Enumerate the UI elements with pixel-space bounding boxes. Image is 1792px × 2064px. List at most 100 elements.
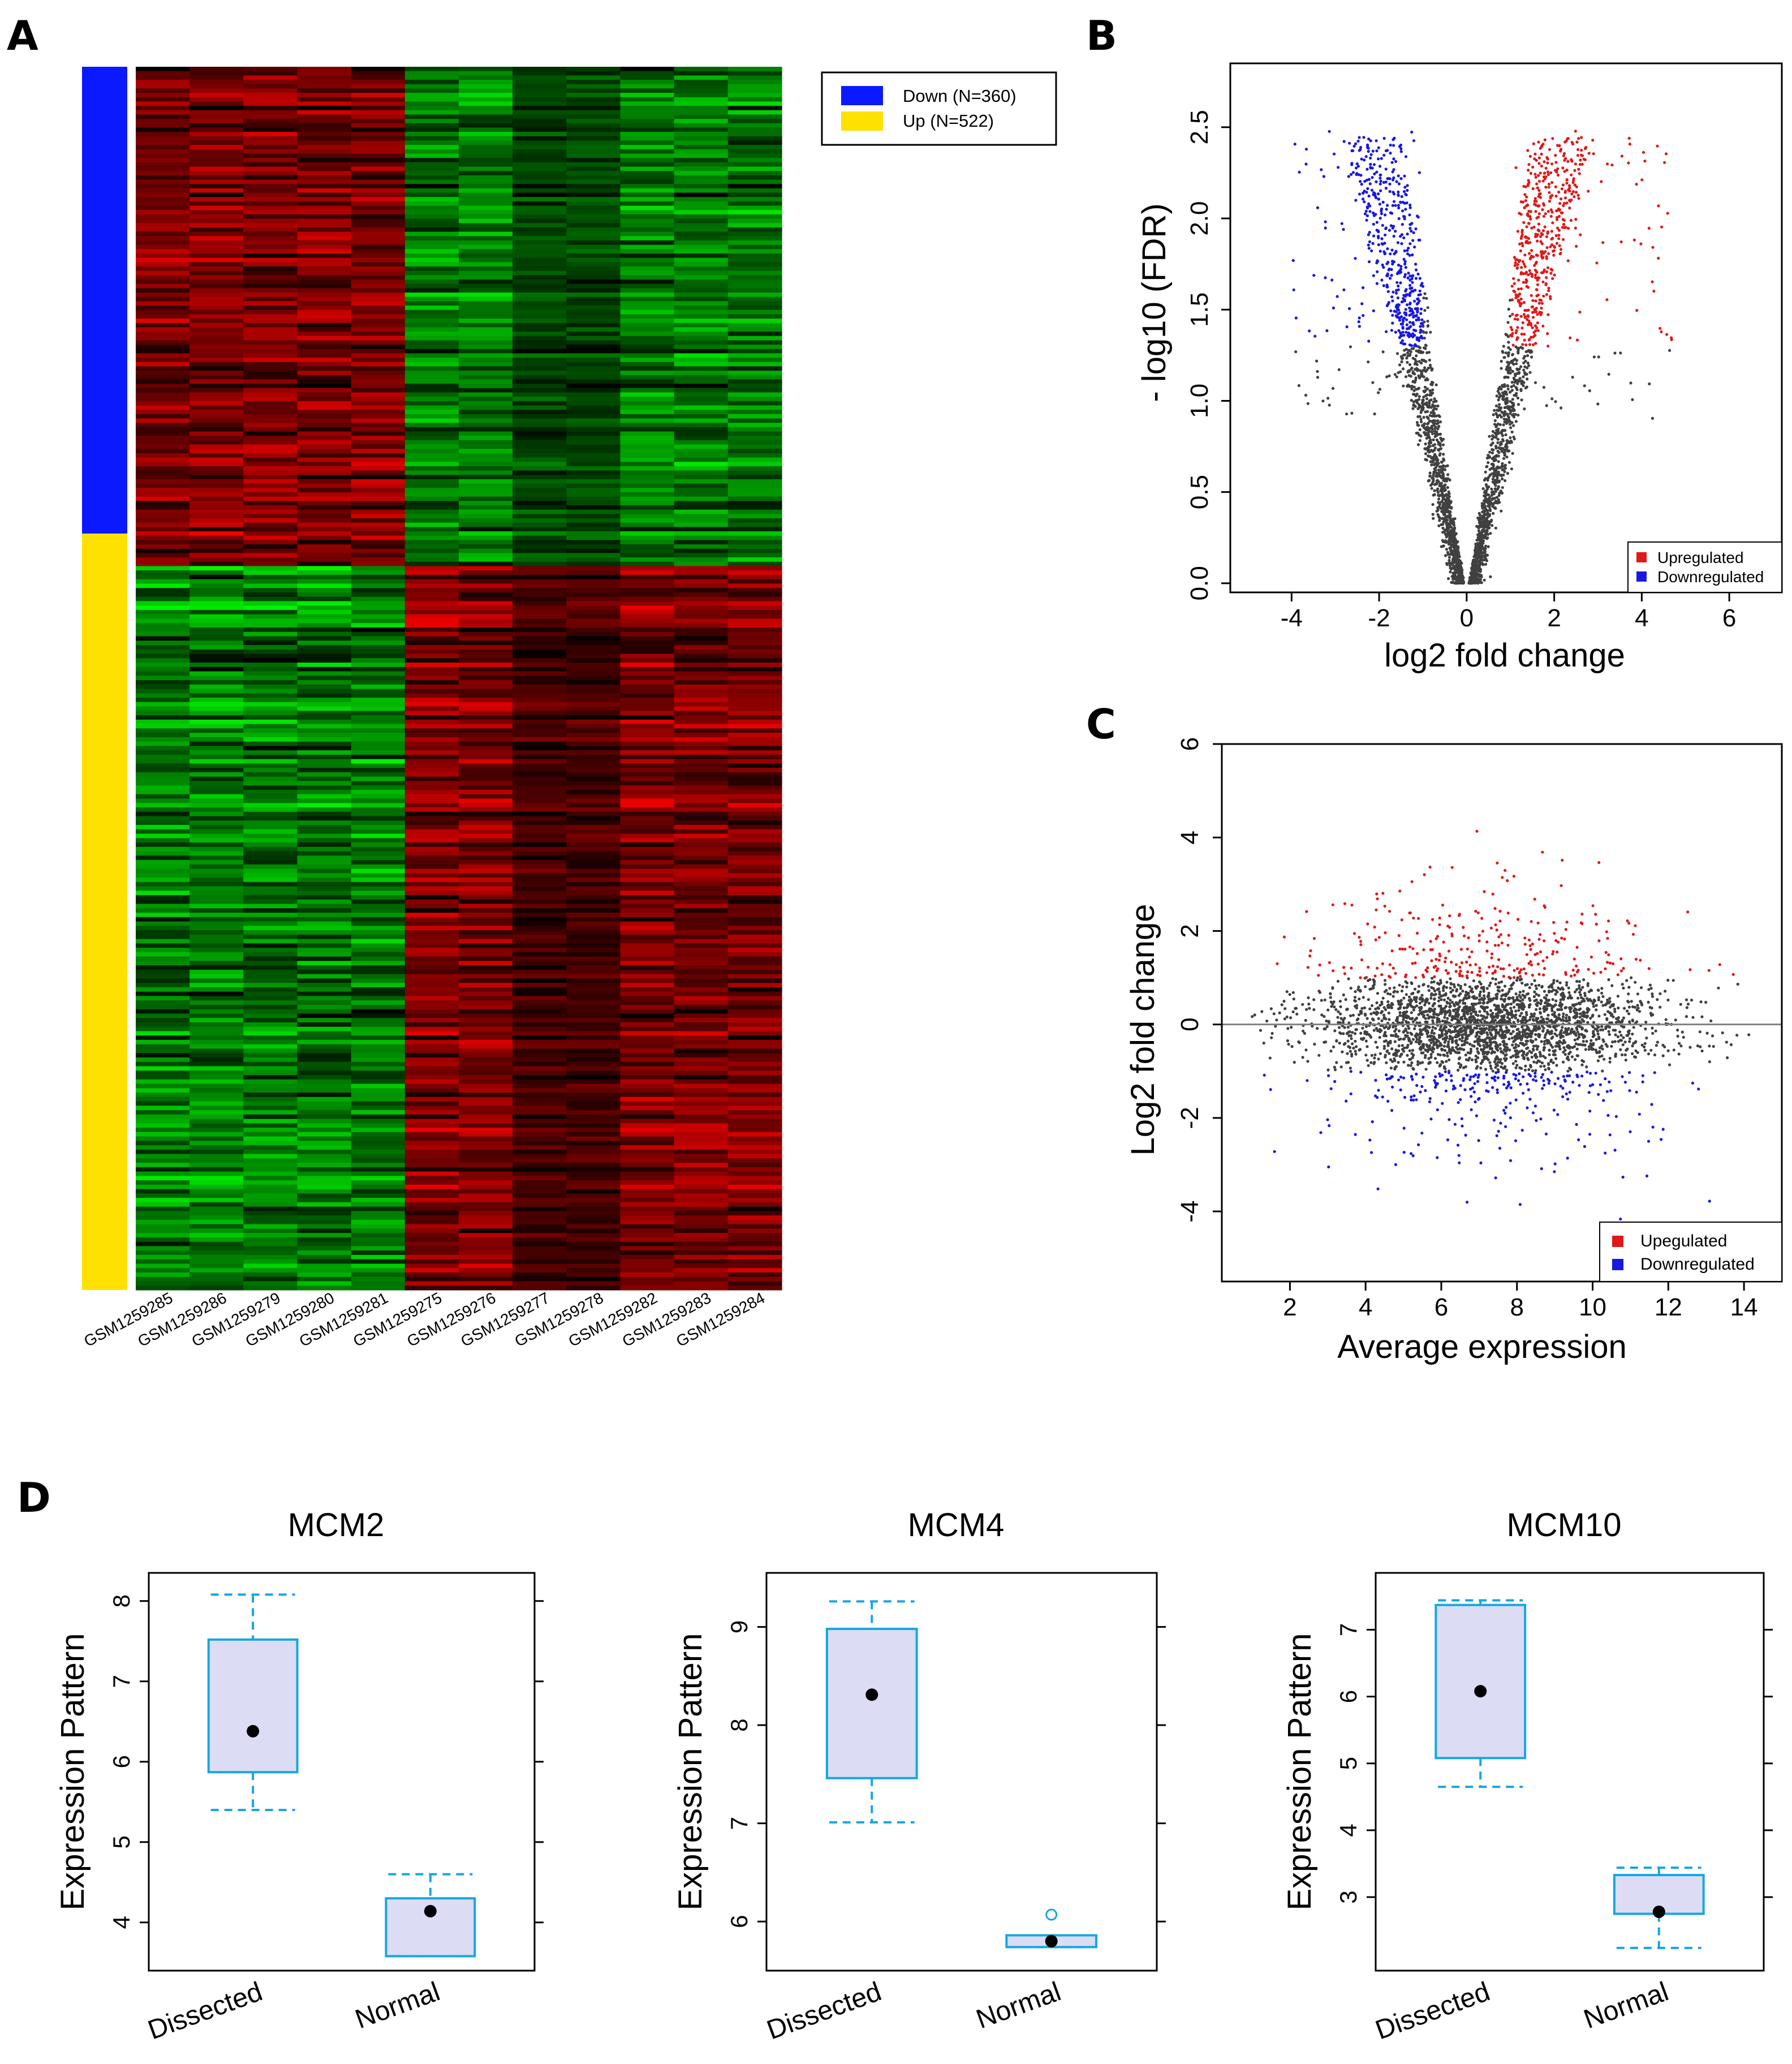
heatmap-cell	[459, 1189, 513, 1194]
heatmap-cell	[351, 882, 406, 887]
heatmap-cell	[620, 1176, 675, 1181]
heatmap-cell	[512, 588, 567, 593]
heatmap-cell	[620, 1018, 675, 1023]
volcano-point	[1526, 354, 1530, 358]
heatmap-cell	[351, 873, 406, 878]
heatmap-cell	[189, 610, 244, 615]
heatmap-cell	[727, 518, 782, 523]
heatmap-cell	[512, 1096, 567, 1102]
heatmap-cell	[136, 663, 190, 668]
heatmap-cell	[297, 349, 352, 354]
heatmap-cell	[512, 566, 567, 571]
heatmap-cell	[136, 868, 190, 874]
heatmap-cell	[512, 492, 567, 497]
heatmap-cell	[512, 1061, 567, 1067]
heatmap-cell	[297, 210, 352, 215]
volcano-point	[1399, 150, 1403, 153]
volcano-point	[1428, 414, 1432, 418]
heatmap-cell	[136, 702, 190, 707]
heatmap-cell	[189, 293, 244, 298]
heatmap-cell	[674, 649, 729, 655]
volcano-point	[1497, 387, 1501, 390]
volcano-point	[1447, 577, 1450, 580]
volcano-point	[1403, 260, 1407, 263]
heatmap-cell	[136, 71, 190, 76]
heatmap-cell	[620, 327, 675, 332]
heatmap-cell	[566, 974, 621, 979]
heatmap-cell	[620, 540, 675, 545]
heatmap-cell	[404, 952, 459, 957]
heatmap-cell	[136, 553, 190, 558]
volcano-point	[1368, 210, 1372, 213]
volcano-point	[1438, 503, 1441, 506]
heatmap-cell	[297, 358, 352, 363]
heatmap-cell	[404, 623, 459, 628]
heatmap-cell	[297, 322, 352, 328]
heatmap-cell	[404, 488, 459, 493]
heatmap-cell	[674, 1004, 729, 1010]
heatmap-cell	[459, 952, 513, 957]
heatmap-cell	[136, 1285, 190, 1291]
heatmap-cell	[404, 535, 459, 540]
volcano-point	[1430, 368, 1433, 372]
volcano-point	[1397, 182, 1401, 186]
volcano-point	[1376, 270, 1379, 273]
heatmap-cell	[136, 614, 190, 620]
heatmap-cell	[189, 1241, 244, 1247]
heatmap-cell	[404, 851, 459, 856]
volcano-point	[1418, 439, 1421, 442]
heatmap-cell	[297, 80, 352, 85]
heatmap-cell	[136, 728, 190, 733]
heatmap-cell	[566, 623, 621, 628]
volcano-point	[1316, 206, 1320, 209]
heatmap-cell	[243, 750, 298, 755]
volcano-point	[1500, 388, 1503, 391]
heatmap-cell	[351, 388, 406, 393]
heatmap-cell	[136, 401, 190, 406]
heatmap-cell	[566, 601, 621, 606]
heatmap-cell	[566, 645, 621, 650]
volcano-point	[1388, 182, 1392, 186]
volcano-point	[1375, 282, 1379, 285]
heatmap-cell	[136, 798, 190, 803]
heatmap-cell	[297, 1154, 352, 1159]
heatmap-cell	[727, 715, 782, 720]
heatmap-cell	[189, 1136, 244, 1141]
heatmap-cell	[351, 614, 406, 620]
heatmap-cell	[566, 864, 621, 870]
volcano-point	[1485, 528, 1489, 532]
heatmap-cell	[351, 366, 406, 371]
heatmap-cell	[297, 583, 352, 588]
heatmap-cell	[512, 436, 567, 441]
heatmap-cell	[727, 1154, 782, 1159]
heatmap-cell	[512, 974, 567, 979]
heatmap-cell	[674, 249, 729, 254]
heatmap-cell	[566, 184, 621, 189]
heatmap-cell	[189, 698, 244, 703]
heatmap-cell	[674, 636, 729, 641]
heatmap-cell	[297, 1171, 352, 1176]
heatmap-cell	[566, 379, 621, 384]
heatmap-cell	[674, 645, 729, 650]
heatmap-cell	[727, 1048, 782, 1054]
heatmap-cell	[297, 820, 352, 825]
heatmap-cell	[566, 306, 621, 311]
heatmap-cell	[297, 162, 352, 167]
heatmap-cell	[459, 522, 513, 527]
heatmap-cell	[674, 240, 729, 246]
heatmap-cell	[566, 388, 621, 393]
heatmap-cell	[512, 1202, 567, 1207]
heatmap-cell	[620, 153, 675, 158]
volcano-point	[1404, 375, 1408, 379]
heatmap-cell	[727, 640, 782, 646]
heatmap-cell	[620, 110, 675, 115]
heatmap-cell	[243, 1110, 298, 1115]
heatmap-cell	[189, 965, 244, 970]
heatmap-cell	[189, 842, 244, 848]
heatmap-cell	[512, 283, 567, 289]
heatmap-cell	[404, 492, 459, 497]
heatmap-cell	[243, 737, 298, 742]
heatmap-cell	[189, 319, 244, 324]
heatmap-cell	[512, 1211, 567, 1216]
heatmap-cell	[189, 719, 244, 725]
